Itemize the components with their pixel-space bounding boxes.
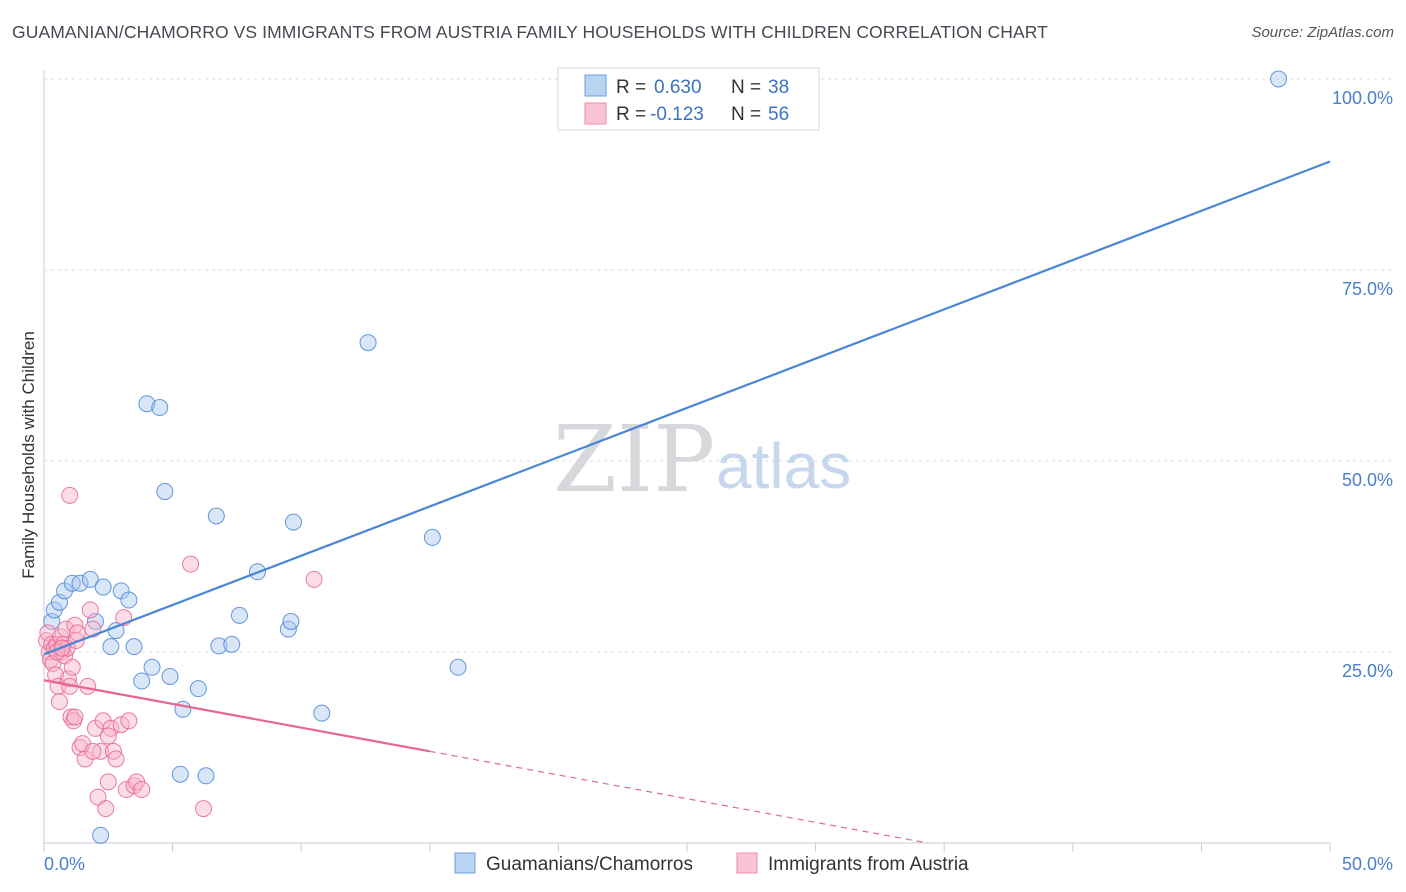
data-point <box>97 800 115 818</box>
gridlines <box>44 78 1393 653</box>
data-point <box>1270 70 1288 88</box>
legend-swatch-austria <box>736 852 758 874</box>
x-tick-label-max: 50.0% <box>1342 854 1393 874</box>
legend-r-value: 0.630 <box>654 77 702 98</box>
data-point <box>305 570 323 588</box>
stats-legend: R = 0.630 N = 38 R = -0.123 N = 56 <box>557 67 820 131</box>
legend-n-value: 56 <box>768 104 789 125</box>
data-point <box>84 742 102 760</box>
legend-n-label: N = <box>731 104 761 125</box>
data-point <box>133 672 151 690</box>
data-point <box>71 574 89 592</box>
data-point <box>284 513 302 531</box>
x-axis-ticks <box>43 843 1331 852</box>
data-point <box>61 486 79 504</box>
data-point <box>81 570 99 588</box>
data-point <box>120 591 138 609</box>
data-point <box>120 712 138 730</box>
data-point <box>210 637 228 655</box>
chart-source: Source: ZipAtlas.com <box>1251 24 1394 41</box>
legend-swatch-guamanians <box>454 852 476 874</box>
data-point <box>171 765 189 783</box>
data-point <box>182 555 200 573</box>
legend-label-austria: Immigrants from Austria <box>768 854 969 875</box>
data-point <box>151 399 169 417</box>
legend-r-label: R = <box>616 77 646 98</box>
y-tick-label: 25.0% <box>1342 661 1393 681</box>
legend-swatch-pink <box>584 102 607 125</box>
series-legend: Guamanians/Chamorros Immigrants from Aus… <box>454 852 969 875</box>
data-point <box>66 708 84 726</box>
watermark: ZIP atlas <box>553 406 851 513</box>
data-point <box>156 483 174 501</box>
data-point <box>112 716 130 734</box>
data-point <box>189 680 207 698</box>
y-tick-labels: 100.0% 75.0% 50.0% 25.0% <box>1332 88 1393 681</box>
legend-swatch-blue <box>584 74 607 97</box>
y-axis-title: Family Households with Children <box>19 331 38 579</box>
data-point <box>63 658 81 676</box>
watermark-zip: ZIP <box>553 406 715 513</box>
data-point <box>449 658 467 676</box>
data-point <box>94 578 112 596</box>
data-point <box>230 606 248 624</box>
legend-n-value: 38 <box>768 77 789 98</box>
data-point <box>102 638 120 656</box>
legend-r-value: -0.123 <box>650 104 704 125</box>
watermark-atlas: atlas <box>716 430 851 502</box>
data-point <box>125 638 143 656</box>
data-point <box>39 624 57 642</box>
data-point <box>197 767 215 785</box>
data-point <box>223 635 241 653</box>
data-point <box>50 693 68 711</box>
data-point <box>107 750 125 768</box>
data-point <box>282 612 300 630</box>
data-point <box>99 727 117 745</box>
chart-title: GUAMANIAN/CHAMORRO VS IMMIGRANTS FROM AU… <box>12 22 1048 42</box>
legend-n-label: N = <box>731 77 761 98</box>
legend-r-label: R = <box>616 104 646 125</box>
data-point <box>207 507 225 525</box>
legend-label-guamanians: Guamanians/Chamorros <box>486 854 693 875</box>
data-point <box>81 601 99 619</box>
data-point <box>313 704 331 722</box>
data-point <box>161 667 179 685</box>
data-point <box>99 773 117 791</box>
data-point <box>194 800 212 818</box>
y-tick-label: 100.0% <box>1332 88 1393 108</box>
trend-line-austria-extension <box>429 750 928 844</box>
x-tick-label-min: 0.0% <box>44 854 85 874</box>
trend-line-austria <box>43 679 430 753</box>
y-tick-label: 75.0% <box>1342 279 1393 299</box>
trend-lines <box>43 160 1331 844</box>
data-point <box>359 334 377 352</box>
data-point <box>133 781 151 799</box>
trend-line-guamanians <box>43 160 1331 656</box>
data-point <box>92 826 110 844</box>
y-tick-label: 50.0% <box>1342 470 1393 490</box>
data-point <box>143 658 161 676</box>
data-point <box>138 395 156 413</box>
data-point <box>423 528 441 546</box>
